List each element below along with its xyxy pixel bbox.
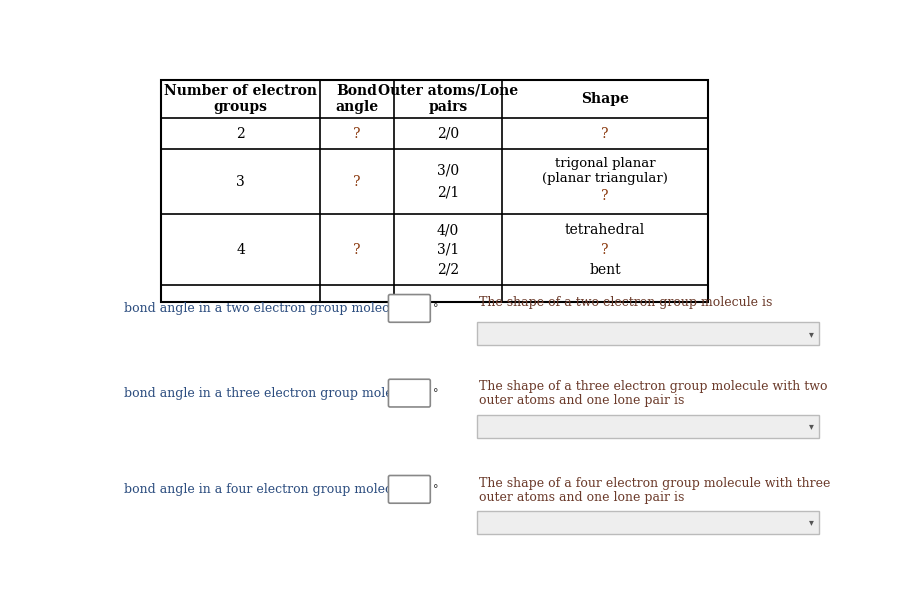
Text: 2/2: 2/2	[437, 263, 460, 276]
FancyBboxPatch shape	[389, 476, 430, 503]
FancyBboxPatch shape	[389, 379, 430, 407]
Text: bond angle in a three electron group molecule:: bond angle in a three electron group mol…	[124, 387, 424, 400]
Text: 4/0: 4/0	[437, 223, 460, 237]
Text: °: °	[434, 484, 439, 494]
Text: ?: ?	[353, 243, 361, 257]
Text: ▾: ▾	[809, 517, 814, 527]
Text: 2: 2	[236, 127, 245, 140]
Text: ?: ?	[601, 127, 608, 140]
Text: °: °	[434, 388, 439, 398]
FancyBboxPatch shape	[389, 295, 430, 322]
Bar	[477, 414, 820, 438]
Text: tetrahedral: tetrahedral	[565, 223, 645, 237]
Text: ?: ?	[601, 243, 608, 257]
Text: 2/0: 2/0	[437, 127, 460, 140]
Text: 3: 3	[236, 175, 245, 189]
Bar	[162, 80, 708, 302]
Text: 2/1: 2/1	[437, 186, 460, 200]
Text: 3/1: 3/1	[437, 243, 460, 257]
Text: bond angle in a four electron group molecule:: bond angle in a four electron group mole…	[124, 483, 415, 496]
Text: The shape of a three electron group molecule with two: The shape of a three electron group mole…	[479, 381, 828, 394]
Text: 3/0: 3/0	[437, 164, 460, 178]
Text: ?: ?	[601, 189, 608, 203]
Text: °: °	[434, 303, 439, 313]
Text: Outer atoms/Lone
pairs: Outer atoms/Lone pairs	[378, 84, 518, 114]
Bar	[477, 322, 820, 345]
Text: trigonal planar: trigonal planar	[555, 157, 655, 170]
Text: ?: ?	[353, 127, 361, 140]
Text: bent: bent	[589, 263, 621, 276]
Text: Bond
angle: Bond angle	[335, 84, 379, 114]
Text: bond angle in a two electron group molecule:: bond angle in a two electron group molec…	[124, 302, 413, 315]
Text: The shape of a two electron group molecule is: The shape of a two electron group molecu…	[479, 295, 773, 309]
Text: Number of electron
groups: Number of electron groups	[165, 84, 317, 114]
Text: ?: ?	[353, 175, 361, 189]
Text: outer atoms and one lone pair is: outer atoms and one lone pair is	[479, 490, 685, 503]
Text: Shape: Shape	[581, 92, 629, 106]
Bar	[477, 511, 820, 534]
Text: (planar triangular): (planar triangular)	[542, 172, 668, 185]
Text: outer atoms and one lone pair is: outer atoms and one lone pair is	[479, 394, 685, 407]
Text: The shape of a four electron group molecule with three: The shape of a four electron group molec…	[479, 477, 831, 490]
Text: ▾: ▾	[809, 421, 814, 431]
Text: 4: 4	[236, 243, 245, 257]
Text: ▾: ▾	[809, 329, 814, 339]
